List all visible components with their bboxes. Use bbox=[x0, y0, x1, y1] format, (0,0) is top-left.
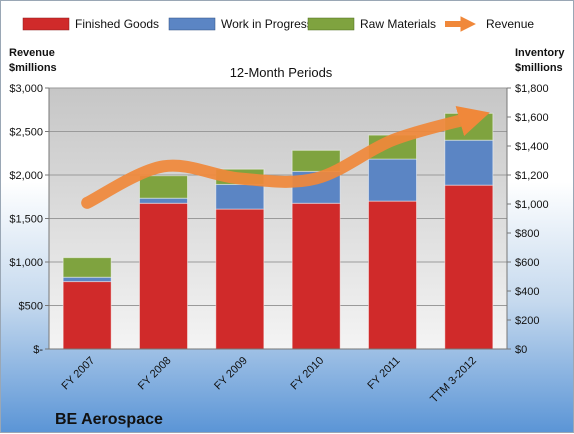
right-tick-label: $400 bbox=[515, 286, 539, 298]
left-tick-label: $2,500 bbox=[9, 127, 43, 139]
legend: Finished Goods Work in Progress Raw Mate… bbox=[22, 16, 534, 32]
left-axis-title-line1: Revenue bbox=[9, 47, 55, 59]
x-tick-label: FY 2009 bbox=[212, 355, 250, 393]
right-axis-ticks: $0 $200 $400 $600 $800 $1,000 $1,200 $1,400 $1,6… bbox=[507, 83, 549, 356]
legend-label-revenue: Revenue bbox=[486, 17, 534, 31]
revenue-line-layer bbox=[81, 106, 490, 209]
legend-label-finished-goods: Finished Goods bbox=[75, 17, 159, 31]
right-axis-title-line2: $millions bbox=[515, 62, 563, 74]
x-tick-label: FY 2007 bbox=[60, 355, 98, 393]
legend-label-raw-materials: Raw Materials bbox=[360, 17, 436, 31]
left-tick-label: $1,500 bbox=[9, 214, 43, 226]
left-tick-label: $2,000 bbox=[9, 170, 43, 182]
right-tick-label: $1,200 bbox=[515, 170, 549, 182]
legend-swatch-work-in-progress bbox=[168, 17, 216, 31]
bar-work-in-progress bbox=[368, 158, 417, 202]
left-tick-label: $500 bbox=[19, 301, 43, 313]
bar-work-in-progress bbox=[139, 197, 188, 204]
x-tick-label: FY 2011 bbox=[365, 355, 402, 392]
legend-label-work-in-progress: Work in Progress bbox=[221, 17, 313, 31]
bar-raw-materials bbox=[291, 149, 341, 172]
right-tick-label: $800 bbox=[515, 228, 539, 240]
left-axis-title-line2: $millions bbox=[9, 62, 57, 74]
right-tick-label: $1,800 bbox=[515, 83, 549, 95]
x-tick-label: TTM 3-2012 bbox=[428, 355, 479, 406]
revenue-line bbox=[81, 106, 490, 209]
bar-work-in-progress bbox=[215, 183, 265, 210]
bar-finished-goods bbox=[215, 208, 265, 350]
bar-finished-goods bbox=[291, 202, 341, 350]
x-axis-ticks: FY 2007 FY 2008 FY 2009 FY 2010 FY 2011 TTM 3… bbox=[60, 355, 479, 406]
bar-raw-materials bbox=[139, 175, 188, 199]
chart-subtitle: 12-Month Periods bbox=[230, 65, 333, 80]
right-tick-label: $1,600 bbox=[515, 112, 549, 124]
right-tick-label: $1,400 bbox=[515, 141, 549, 153]
right-tick-label: $600 bbox=[515, 257, 539, 269]
bar-finished-goods bbox=[444, 184, 494, 350]
company-name: BE Aerospace bbox=[55, 411, 163, 428]
left-tick-label: $3,000 bbox=[9, 83, 43, 95]
left-tick-label: $1,000 bbox=[9, 257, 43, 269]
bar-finished-goods bbox=[368, 200, 417, 350]
right-tick-label: $200 bbox=[515, 315, 539, 327]
x-tick-label: FY 2010 bbox=[289, 355, 327, 393]
bar-finished-goods bbox=[62, 281, 112, 350]
bar-raw-materials bbox=[62, 257, 112, 278]
right-tick-label: $0 bbox=[515, 344, 527, 356]
right-tick-label: $1,000 bbox=[515, 199, 549, 211]
x-tick-label: FY 2008 bbox=[136, 355, 174, 393]
bar-finished-goods bbox=[139, 202, 188, 350]
left-tick-label: $- bbox=[33, 344, 43, 356]
right-axis-title-line1: Inventory bbox=[515, 47, 565, 59]
bar-work-in-progress bbox=[444, 139, 494, 186]
legend-swatch-raw-materials bbox=[307, 17, 355, 31]
bar-work-in-progress bbox=[62, 276, 112, 283]
left-axis-ticks: $- $500 $1,000 $1,500 $2,000 $2,500 $3,000 bbox=[9, 83, 49, 356]
legend-swatch-finished-goods bbox=[22, 17, 70, 31]
